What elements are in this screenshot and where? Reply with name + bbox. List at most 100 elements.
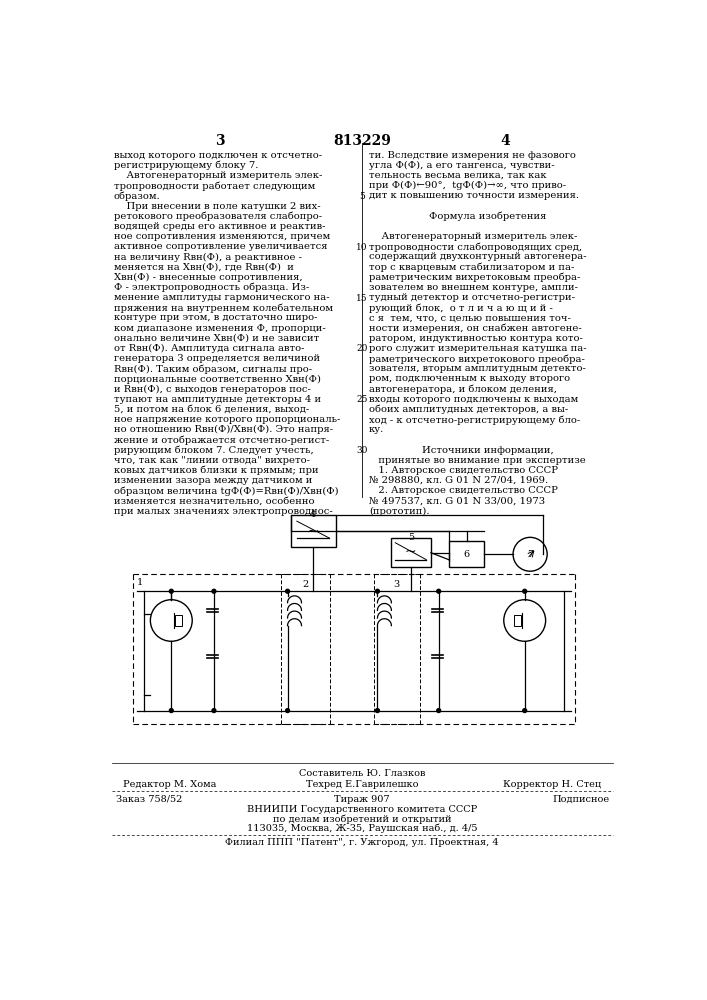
Text: Составитель Ю. Глазков: Составитель Ю. Глазков (299, 769, 425, 778)
Text: тор с кварцевым стабилизатором и па-: тор с кварцевым стабилизатором и па- (369, 263, 574, 272)
Text: меняется на Xвн(Ф), где Rвн(Ф)  и: меняется на Xвн(Ф), где Rвн(Ф) и (114, 263, 294, 272)
Text: раметрическим вихретоковым преобра-: раметрическим вихретоковым преобра- (369, 273, 580, 282)
Text: 2: 2 (303, 580, 308, 589)
Text: контуре при этом, в достаточно широ-: контуре при этом, в достаточно широ- (114, 313, 317, 322)
Text: 1. Авторское свидетельство СССР: 1. Авторское свидетельство СССР (369, 466, 558, 475)
Text: 15: 15 (356, 294, 368, 303)
Text: 10: 10 (356, 243, 368, 252)
Text: ное напряжение которого пропорциональ-: ное напряжение которого пропорциональ- (114, 415, 340, 424)
Text: Ф - электропроводность образца. Из-: Ф - электропроводность образца. Из- (114, 283, 309, 292)
Text: ковых датчиков близки к прямым; при: ковых датчиков близки к прямым; при (114, 466, 319, 475)
Text: пряжения на внутреннем колебательном: пряжения на внутреннем колебательном (114, 303, 333, 313)
Circle shape (286, 589, 289, 593)
Text: по делам изобретений и открытий: по делам изобретений и открытий (273, 815, 451, 824)
Circle shape (212, 709, 216, 713)
Text: № 497537, кл. G 01 N 33/00, 1973: № 497537, кл. G 01 N 33/00, 1973 (369, 496, 545, 505)
Text: (прототип).: (прототип). (369, 507, 429, 516)
Circle shape (286, 709, 289, 713)
Text: от Rвн(Ф). Амплитуда сигнала авто-: от Rвн(Ф). Амплитуда сигнала авто- (114, 344, 305, 353)
Text: ком диапазоне изменения Ф, пропорци-: ком диапазоне изменения Ф, пропорци- (114, 324, 326, 333)
Text: тудный детектор и отсчетно-регистри-: тудный детектор и отсчетно-регистри- (369, 293, 575, 302)
Text: изменяется незначительно, особенно: изменяется незначительно, особенно (114, 496, 315, 505)
Text: 3: 3 (216, 134, 225, 148)
Text: 4: 4 (501, 134, 510, 148)
Bar (175, 615, 182, 626)
Text: № 298880, кл. G 01 N 27/04, 1969.: № 298880, кл. G 01 N 27/04, 1969. (369, 476, 548, 485)
Text: ку.: ку. (369, 425, 384, 434)
Circle shape (522, 709, 527, 713)
Text: ти. Вследствие измерения не фазового: ти. Вследствие измерения не фазового (369, 151, 575, 160)
Text: образом.: образом. (114, 191, 160, 201)
Text: онально величине Xвн(Ф) и не зависит: онально величине Xвн(Ф) и не зависит (114, 334, 319, 343)
Text: Xвн(Ф) - внесенные сопротивления,: Xвн(Ф) - внесенные сопротивления, (114, 273, 303, 282)
Circle shape (437, 709, 440, 713)
Text: при Ф(Ф)←90°,  tgФ(Ф)→∞, что приво-: при Ф(Ф)←90°, tgФ(Ф)→∞, что приво- (369, 181, 566, 190)
Bar (449, 541, 484, 567)
Text: ~: ~ (405, 544, 416, 558)
Text: что, так как "линии отвода" вихрето-: что, так как "линии отвода" вихрето- (114, 456, 310, 465)
Text: Тираж 907: Тираж 907 (334, 795, 390, 804)
Text: тропроводности работает следующим: тропроводности работает следующим (114, 181, 315, 191)
Text: менение амплитуды гармонического на-: менение амплитуды гармонического на- (114, 293, 329, 302)
Circle shape (170, 589, 173, 593)
Text: 113035, Москва, Ж-35, Раушская наб., д. 4/5: 113035, Москва, Ж-35, Раушская наб., д. … (247, 824, 477, 833)
Text: обоих амплитудных детекторов, а вы-: обоих амплитудных детекторов, а вы- (369, 405, 568, 414)
Text: 813229: 813229 (333, 134, 391, 148)
Text: рого служит измерительная катушка па-: рого служит измерительная катушка па- (369, 344, 587, 353)
Text: Филиал ППП "Патент", г. Ужгород, ул. Проектная, 4: Филиал ППП "Патент", г. Ужгород, ул. Про… (225, 838, 498, 847)
Circle shape (212, 589, 216, 593)
Text: 25: 25 (356, 395, 368, 404)
Text: при малых значениях электропроводнос-: при малых значениях электропроводнос- (114, 507, 333, 516)
Text: 6: 6 (464, 550, 469, 559)
Text: Автогенераторный измеритель элек-: Автогенераторный измеритель элек- (369, 232, 578, 241)
Text: и Rвн(Ф), с выходов генераторов пос-: и Rвн(Ф), с выходов генераторов пос- (114, 385, 311, 394)
Text: зователя, вторым амплитудным детекто-: зователя, вторым амплитудным детекто- (369, 364, 586, 373)
Text: генератора 3 определяется величиной: генератора 3 определяется величиной (114, 354, 320, 363)
Text: с я  тем, что, с целью повышения точ-: с я тем, что, с целью повышения точ- (369, 313, 571, 322)
Text: Автогенераторный измеритель элек-: Автогенераторный измеритель элек- (114, 171, 322, 180)
Text: ром, подключенным к выходу второго: ром, подключенным к выходу второго (369, 374, 570, 383)
Text: ход - к отсчетно-регистрирующему бло-: ход - к отсчетно-регистрирующему бло- (369, 415, 580, 425)
Text: 7: 7 (527, 550, 533, 559)
Text: выход которого подключен к отсчетно-: выход которого подключен к отсчетно- (114, 151, 322, 160)
Text: 3: 3 (394, 580, 400, 589)
Text: ратором, индуктивностью контура кото-: ратором, индуктивностью контура кото- (369, 334, 583, 343)
Text: 4: 4 (310, 510, 316, 519)
Text: активное сопротивление увеличивается: активное сопротивление увеличивается (114, 242, 327, 251)
Text: тропроводности слабопроводящих сред,: тропроводности слабопроводящих сред, (369, 242, 582, 252)
Text: принятые во внимание при экспертизе: принятые во внимание при экспертизе (369, 456, 585, 465)
Text: автогенератора, и блоком деления,: автогенератора, и блоком деления, (369, 385, 557, 394)
Text: тельность весьма велика, так как: тельность весьма велика, так как (369, 171, 547, 180)
Text: 5, и потом на блок 6 деления, выход-: 5, и потом на блок 6 деления, выход- (114, 405, 309, 414)
Text: 2. Авторское свидетельство СССР: 2. Авторское свидетельство СССР (369, 486, 558, 495)
Circle shape (437, 589, 440, 593)
Text: регистрирующему блоку 7.: регистрирующему блоку 7. (114, 161, 258, 170)
Text: Техред Е.Гаврилешко: Техред Е.Гаврилешко (305, 780, 419, 789)
Text: рующий блок,  о т л и ч а ю щ и й -: рующий блок, о т л и ч а ю щ и й - (369, 303, 553, 313)
Text: 5: 5 (359, 192, 365, 201)
Text: содержащий двухконтурный автогенера-: содержащий двухконтурный автогенера- (369, 252, 587, 261)
Text: ВНИИПИ Государственного комитета СССР: ВНИИПИ Государственного комитета СССР (247, 805, 477, 814)
Text: 1: 1 (136, 578, 143, 587)
Circle shape (170, 709, 173, 713)
Text: 5: 5 (408, 533, 414, 542)
Text: Подписное: Подписное (552, 795, 609, 804)
Text: дит к повышению точности измерения.: дит к повышению точности измерения. (369, 191, 579, 200)
Bar (391, 538, 431, 567)
Text: Формула изобретения: Формула изобретения (429, 212, 547, 221)
Circle shape (522, 589, 527, 593)
Text: ности измерения, он снабжен автогене-: ности измерения, он снабжен автогене- (369, 324, 582, 333)
Text: Корректор Н. Стец: Корректор Н. Стец (503, 780, 602, 789)
Text: При внесении в поле катушки 2 вих-: При внесении в поле катушки 2 вих- (114, 202, 320, 211)
Text: ~: ~ (307, 523, 320, 538)
Text: 30: 30 (356, 446, 368, 455)
Text: зователем во внешнем контуре, ампли-: зователем во внешнем контуре, ампли- (369, 283, 578, 292)
Bar (291, 515, 336, 547)
Text: тупают на амплитудные детекторы 4 и: тупают на амплитудные детекторы 4 и (114, 395, 321, 404)
Text: жение и отображается отсчетно-регист-: жение и отображается отсчетно-регист- (114, 435, 329, 445)
Text: образцом величина tgФ(Ф)=Rвн(Ф)/Xвн(Ф): образцом величина tgФ(Ф)=Rвн(Ф)/Xвн(Ф) (114, 486, 339, 496)
Circle shape (375, 709, 380, 713)
Circle shape (375, 589, 380, 593)
Text: угла Ф(Ф), а его тангенса, чувстви-: угла Ф(Ф), а его тангенса, чувстви- (369, 161, 554, 170)
Text: рирующим блоком 7. Следует учесть,: рирующим блоком 7. Следует учесть, (114, 446, 314, 455)
